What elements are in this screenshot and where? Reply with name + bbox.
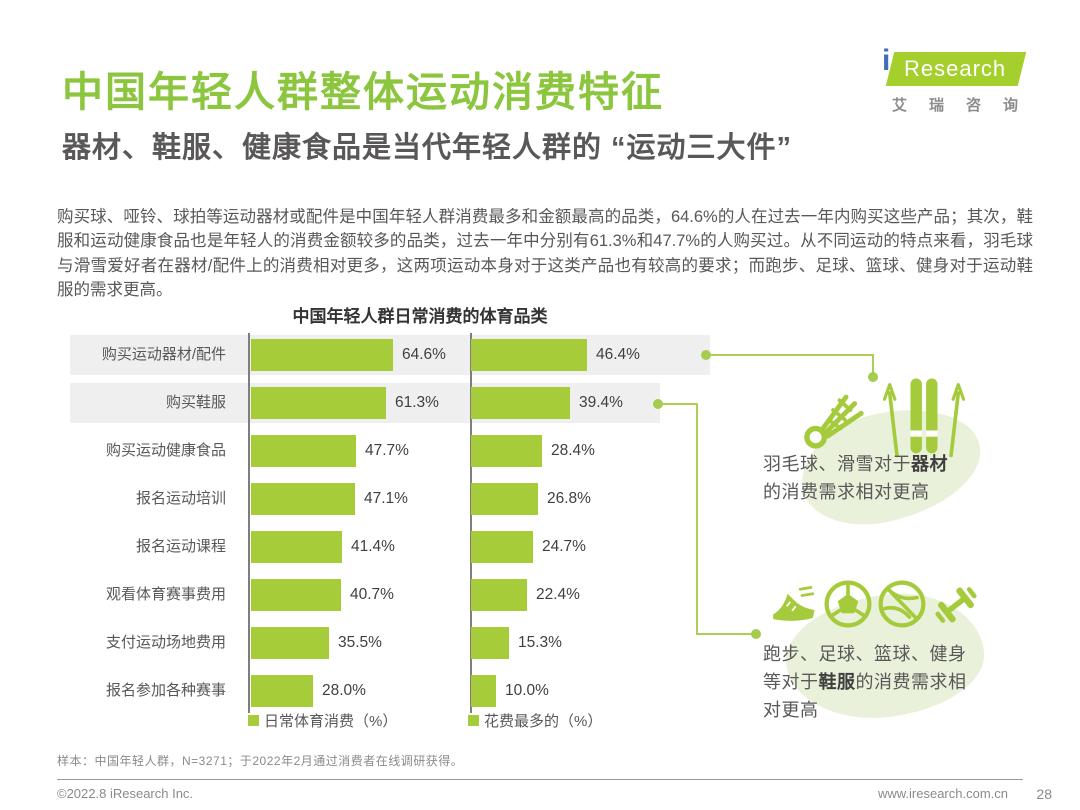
logo-i-letter: i bbox=[882, 44, 891, 77]
connector2-end-dot bbox=[751, 629, 761, 639]
bar-series2 bbox=[471, 531, 533, 563]
value-label-series1: 40.7% bbox=[350, 586, 394, 603]
soccer-ball-icon bbox=[824, 580, 872, 628]
bar-series2 bbox=[471, 387, 570, 419]
skis-icon bbox=[882, 378, 966, 458]
legend-swatch-icon bbox=[248, 714, 259, 726]
value-label-series1: 64.6% bbox=[402, 346, 446, 363]
logo-brand-text: Research bbox=[904, 56, 1007, 81]
connector2-vline bbox=[696, 403, 698, 635]
connector1-vline bbox=[872, 354, 874, 376]
value-label-series1: 47.7% bbox=[365, 442, 409, 459]
bar-series1 bbox=[251, 339, 393, 371]
value-label-series2: 46.4% bbox=[596, 346, 640, 363]
annotation-line: 对更高 bbox=[763, 700, 819, 720]
value-label-series1: 28.0% bbox=[322, 682, 366, 699]
legend-swatch-icon bbox=[468, 714, 479, 726]
footer-copyright: ©2022.8 iResearch Inc. bbox=[57, 786, 194, 801]
category-label: 报名运动培训 bbox=[135, 490, 226, 507]
footer-page-number: 28 bbox=[1036, 786, 1052, 802]
value-label-series2: 24.7% bbox=[542, 538, 586, 555]
category-label: 购买运动器材/配件 bbox=[101, 346, 226, 363]
category-label: 报名参加各种赛事 bbox=[105, 682, 226, 699]
dumbbell-icon bbox=[935, 587, 977, 623]
value-label-series1: 61.3% bbox=[395, 394, 439, 411]
value-label-series2: 39.4% bbox=[579, 394, 623, 411]
shuttlecock-icon bbox=[804, 394, 864, 449]
annotation-line: 羽毛球、滑雪对于器材 bbox=[763, 454, 948, 474]
value-label-series1: 41.4% bbox=[351, 538, 395, 555]
bar-series2 bbox=[471, 339, 587, 371]
connector2-hline-bottom bbox=[696, 633, 754, 635]
annotation2-text: 跑步、足球、篮球、健身 等对于鞋服的消费需求相 对更高 bbox=[763, 640, 1003, 724]
legend-label: 日常体育消费（%） bbox=[264, 712, 398, 730]
bar-series2 bbox=[471, 435, 542, 467]
legend-item-most-spent: 花费最多的（%） bbox=[468, 710, 602, 730]
bar-series1 bbox=[251, 579, 341, 611]
category-label: 支付运动场地费用 bbox=[105, 634, 226, 651]
category-label: 观看体育赛事费用 bbox=[105, 586, 226, 603]
intro-paragraph: 购买球、哑铃、球拍等运动器材或配件是中国年轻人群消费最多和金额最高的品类，64.… bbox=[57, 207, 1033, 300]
axis-line-series2 bbox=[470, 333, 472, 713]
iresearch-logo: i Research 艾瑞咨询 bbox=[876, 44, 1041, 115]
bar-series1 bbox=[251, 627, 329, 659]
category-label: 购买运动健康食品 bbox=[105, 442, 226, 459]
bar-series2 bbox=[471, 675, 496, 707]
bar-series1 bbox=[251, 675, 313, 707]
chart-title: 中国年轻人群日常消费的体育品类 bbox=[292, 307, 548, 326]
value-label-series2: 28.4% bbox=[551, 442, 595, 459]
connector2-hline-top bbox=[658, 403, 698, 405]
annotation1-text: 羽毛球、滑雪对于器材 的消费需求相对更高 bbox=[763, 450, 999, 506]
bar-series2 bbox=[471, 627, 509, 659]
legend-item-daily-consumption: 日常体育消费（%） bbox=[248, 710, 397, 730]
annotation-line: 跑步、足球、篮球、健身 bbox=[763, 644, 967, 664]
value-label-series1: 47.1% bbox=[364, 490, 408, 507]
category-label: 购买鞋服 bbox=[165, 394, 226, 411]
legend-label: 花费最多的（%） bbox=[484, 712, 603, 730]
bar-series1 bbox=[251, 531, 342, 563]
footer-divider bbox=[57, 779, 1023, 780]
bar-series2 bbox=[471, 483, 538, 515]
connector1-end-dot bbox=[868, 372, 878, 382]
bar-series2 bbox=[471, 579, 527, 611]
sample-footnote: 样本：中国年轻人群，N=3271；于2022年2月通过消费者在线调研获得。 bbox=[57, 754, 464, 768]
bar-series1 bbox=[251, 435, 356, 467]
value-label-series2: 26.8% bbox=[547, 490, 591, 507]
value-label-series2: 22.4% bbox=[536, 586, 580, 603]
running-shoe-icon bbox=[773, 586, 815, 621]
value-label-series1: 35.5% bbox=[338, 634, 382, 651]
logo-flag-shape: Research bbox=[885, 52, 1027, 86]
page-subtitle: 器材、鞋服、健康食品是当代年轻人群的 “运动三大件” bbox=[62, 132, 793, 164]
basketball-icon bbox=[878, 580, 926, 628]
category-label: 报名运动课程 bbox=[135, 538, 226, 555]
footer-url: www.iresearch.com.cn bbox=[877, 786, 1008, 801]
axis-line-series1 bbox=[248, 333, 250, 713]
page-title: 中国年轻人群整体运动消费特征 bbox=[62, 69, 664, 115]
bar-chart: 中国年轻人群日常消费的体育品类 购买运动器材/配件 64.6% 46.4% 购买鞋服 6… bbox=[0, 300, 1080, 748]
value-label-series2: 15.3% bbox=[518, 634, 562, 651]
annotation-line: 等对于鞋服的消费需求相 bbox=[763, 672, 967, 692]
logo-chinese-name: 艾瑞咨询 bbox=[892, 97, 1041, 114]
connector1-hline bbox=[706, 354, 874, 356]
annotation-line: 的消费需求相对更高 bbox=[763, 482, 930, 502]
bar-series1 bbox=[251, 387, 386, 419]
value-label-series2: 10.0% bbox=[505, 682, 549, 699]
bar-series1 bbox=[251, 483, 355, 515]
